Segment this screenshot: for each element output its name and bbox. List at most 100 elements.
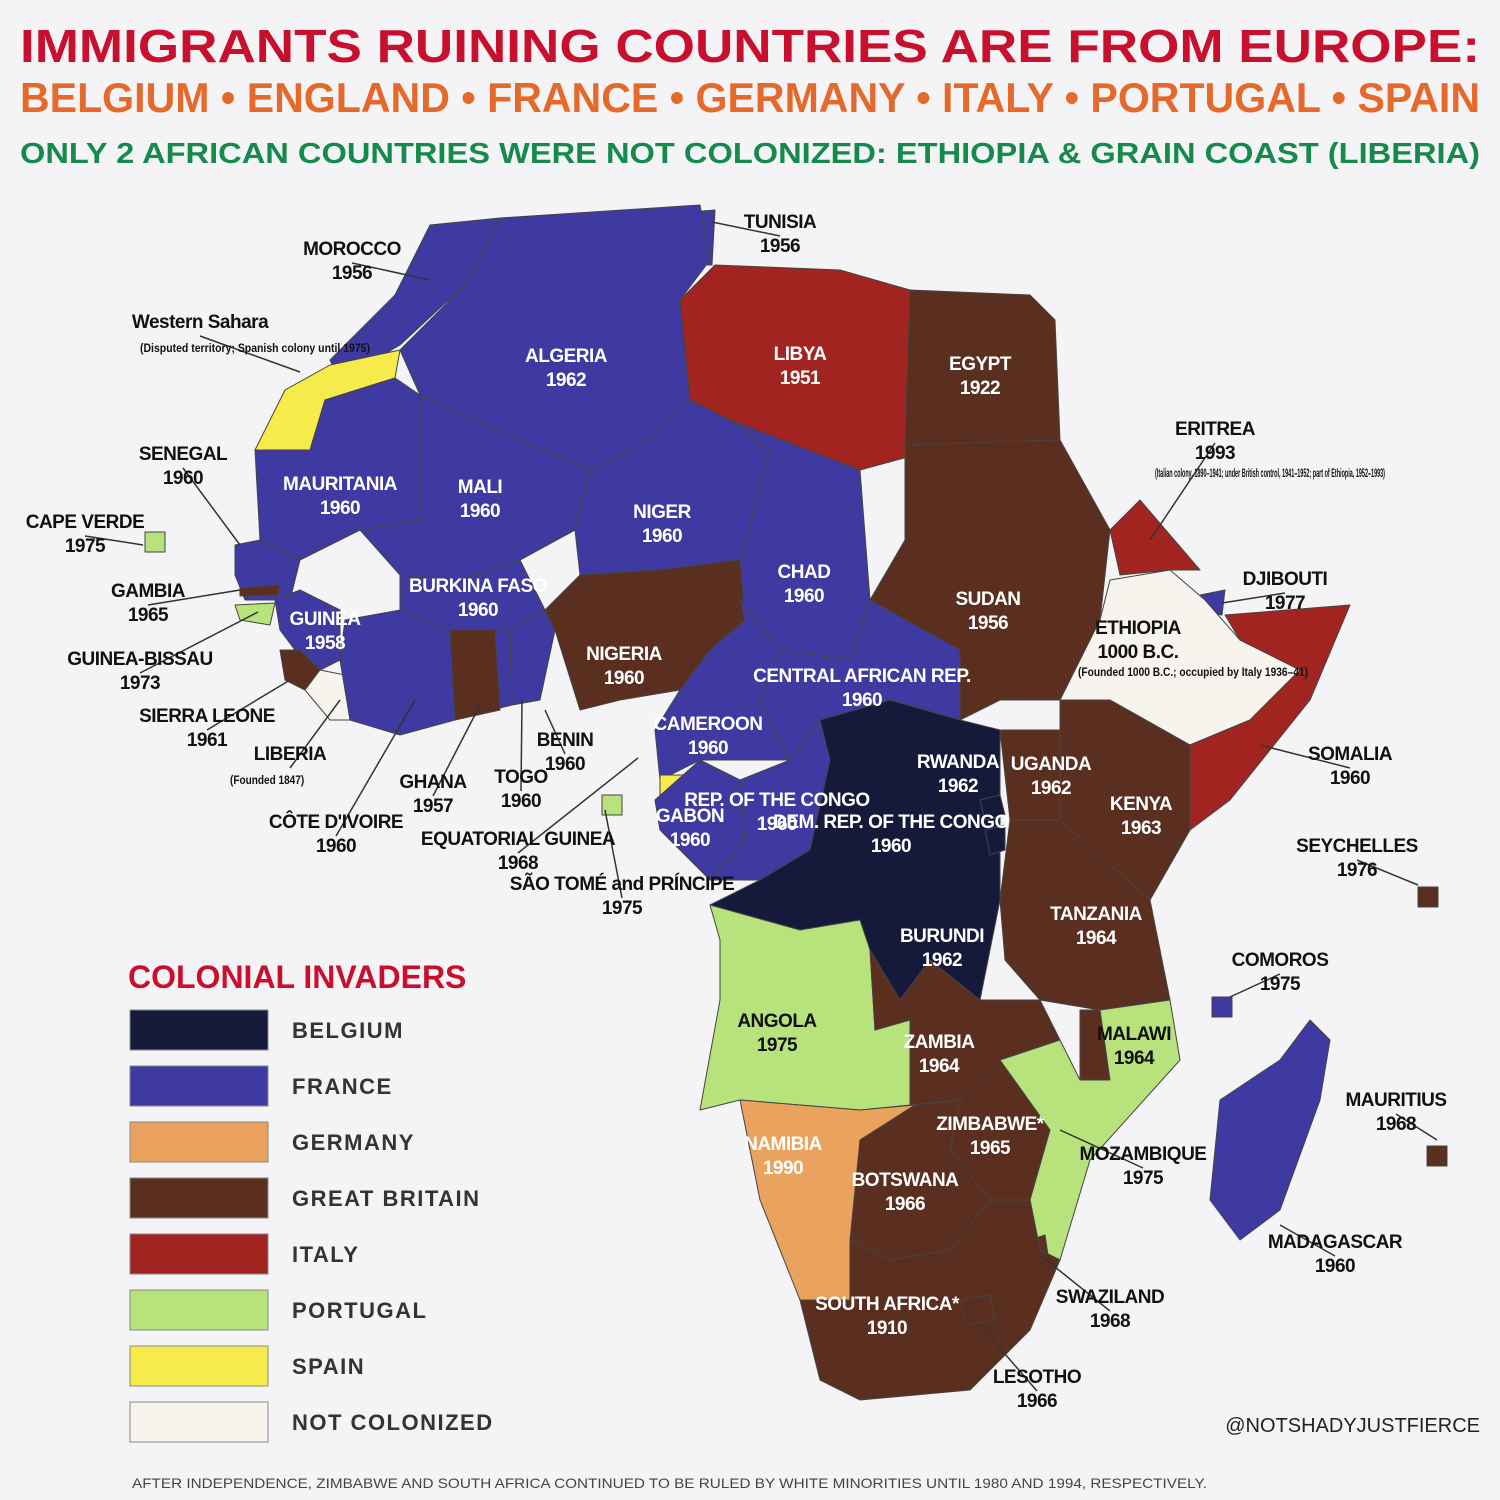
leader-line (604, 809, 623, 899)
country-name: DEM. REP. OF THE CONGO (773, 812, 1009, 833)
country-year: 1962 (922, 950, 962, 971)
country-name: TOGO (494, 767, 548, 788)
country-year: 1993 (1195, 443, 1235, 464)
country-name: SÃO TOMÉ and PRÍNCIPE (510, 873, 735, 895)
country-year: 1922 (960, 378, 1000, 399)
country-name: Western Sahara (132, 312, 269, 333)
country-name: LESOTHO (993, 1367, 1081, 1388)
legend-swatch (129, 1009, 269, 1051)
country-shape (1109, 499, 1201, 576)
country-name: MOZAMBIQUE (1080, 1144, 1207, 1165)
country-year: 1966 (885, 1194, 925, 1215)
country-year: 1956 (760, 236, 800, 257)
country-name: ZIMBABWE* (936, 1114, 1044, 1135)
country-name: UGANDA (1011, 754, 1092, 775)
country-name: MAURITIUS (1345, 1090, 1446, 1111)
regions (144, 204, 1448, 1401)
leader-line (147, 589, 241, 606)
country-name: CAMEROON (654, 714, 763, 735)
country-name: BOTSWANA (852, 1170, 960, 1191)
country-shape (959, 1294, 996, 1326)
country-shape (601, 794, 623, 816)
legend-swatch (129, 1121, 269, 1163)
leader-line (1221, 592, 1286, 604)
country-name: RWANDA (917, 752, 1000, 773)
leader-line (1259, 744, 1351, 769)
country-name: MALI (458, 477, 503, 498)
country-year: 1965 (128, 605, 169, 626)
leader-line (289, 699, 341, 769)
country-name: TUNISIA (744, 212, 817, 233)
country-year: 1960 (320, 498, 360, 519)
country-name: GAMBIA (111, 581, 186, 602)
country-year: 1956 (968, 613, 1008, 634)
country-year: 1951 (780, 368, 821, 389)
country-year: 1960 (842, 690, 882, 711)
country-year: 1960 (316, 836, 356, 857)
country-note: (Founded 1847) (230, 773, 304, 787)
leader-line (1395, 1113, 1438, 1141)
country-year: 1956 (332, 263, 372, 284)
legend-label: FRANCE (292, 1074, 393, 1099)
country-name: NAMIBIA (744, 1134, 823, 1155)
country-shape (799, 1199, 1061, 1401)
leader-line (199, 335, 301, 373)
country-name: COMOROS (1232, 950, 1329, 971)
labels: MOROCCO 1956 TUNISIA 1956 Western Sahara (Dis… (26, 212, 1447, 1412)
country-name: SUDAN (955, 589, 1020, 610)
leader-line (84, 535, 144, 546)
legend-swatch (129, 1401, 269, 1443)
country-name: NIGER (633, 502, 691, 523)
leader-line (1229, 973, 1281, 998)
country-name: GABON (656, 806, 724, 827)
country-name: BURUNDI (900, 926, 984, 947)
leader-line (1279, 1224, 1336, 1257)
country-year: 1962 (1031, 778, 1071, 799)
leader-line (979, 1324, 1038, 1392)
country-name: MOROCCO (303, 239, 401, 260)
country-name: BURKINA FASO (409, 576, 547, 597)
country-note: (Italian colony, 1890–1941; under Britis… (1155, 466, 1385, 480)
country-year: 1910 (867, 1318, 907, 1339)
country-name: SEYCHELLES (1296, 836, 1418, 857)
country-name: LIBERIA (254, 744, 327, 765)
country-year: 1957 (413, 796, 453, 817)
country-name: CÔTE D'IVOIRE (269, 811, 403, 833)
footnote: AFTER INDEPENDENCE, ZIMBABWE AND SOUTH A… (132, 1475, 1207, 1491)
country-shape (509, 609, 556, 706)
country-shape (274, 589, 341, 671)
country-name: EQUATORIAL GUINEA (421, 829, 616, 850)
country-year: 1960 (784, 586, 824, 607)
legend-label: BELGIUM (292, 1018, 404, 1043)
leader-line (1039, 1254, 1111, 1312)
country-year: 1975 (757, 1035, 798, 1056)
country-year: 1960 (545, 754, 585, 775)
country-year: 1968 (1376, 1114, 1416, 1135)
legend-label: GERMANY (292, 1130, 415, 1155)
leader-line (182, 467, 241, 546)
leader-line (139, 611, 259, 674)
country-year: 1961 (187, 730, 228, 751)
country-shape (654, 599, 791, 781)
country-shape (1426, 1145, 1448, 1167)
leader-line (520, 699, 523, 792)
country-year: 1960 (871, 836, 911, 857)
legend-swatch (129, 1345, 269, 1387)
country-year: 1976 (1337, 860, 1377, 881)
country-year: 1964 (1076, 928, 1117, 949)
country-name: GUINEA-BISSAU (67, 649, 213, 670)
country-name: SWAZILAND (1056, 1287, 1164, 1308)
country-name: GHANA (399, 772, 467, 793)
country-year: 1960 (604, 668, 644, 689)
country-name: CENTRAL AFRICAN REP. (753, 666, 971, 687)
country-shape (339, 609, 456, 736)
country-shape (999, 729, 1061, 821)
country-year: 1960 (688, 738, 728, 759)
country-name: TANZANIA (1050, 904, 1142, 925)
legend-label: NOT COLONIZED (292, 1410, 494, 1435)
country-year: 1975 (65, 536, 106, 557)
country-name: REP. OF THE CONGO (684, 790, 869, 811)
country-year: 1975 (1123, 1168, 1164, 1189)
country-year: 1960 (163, 468, 203, 489)
